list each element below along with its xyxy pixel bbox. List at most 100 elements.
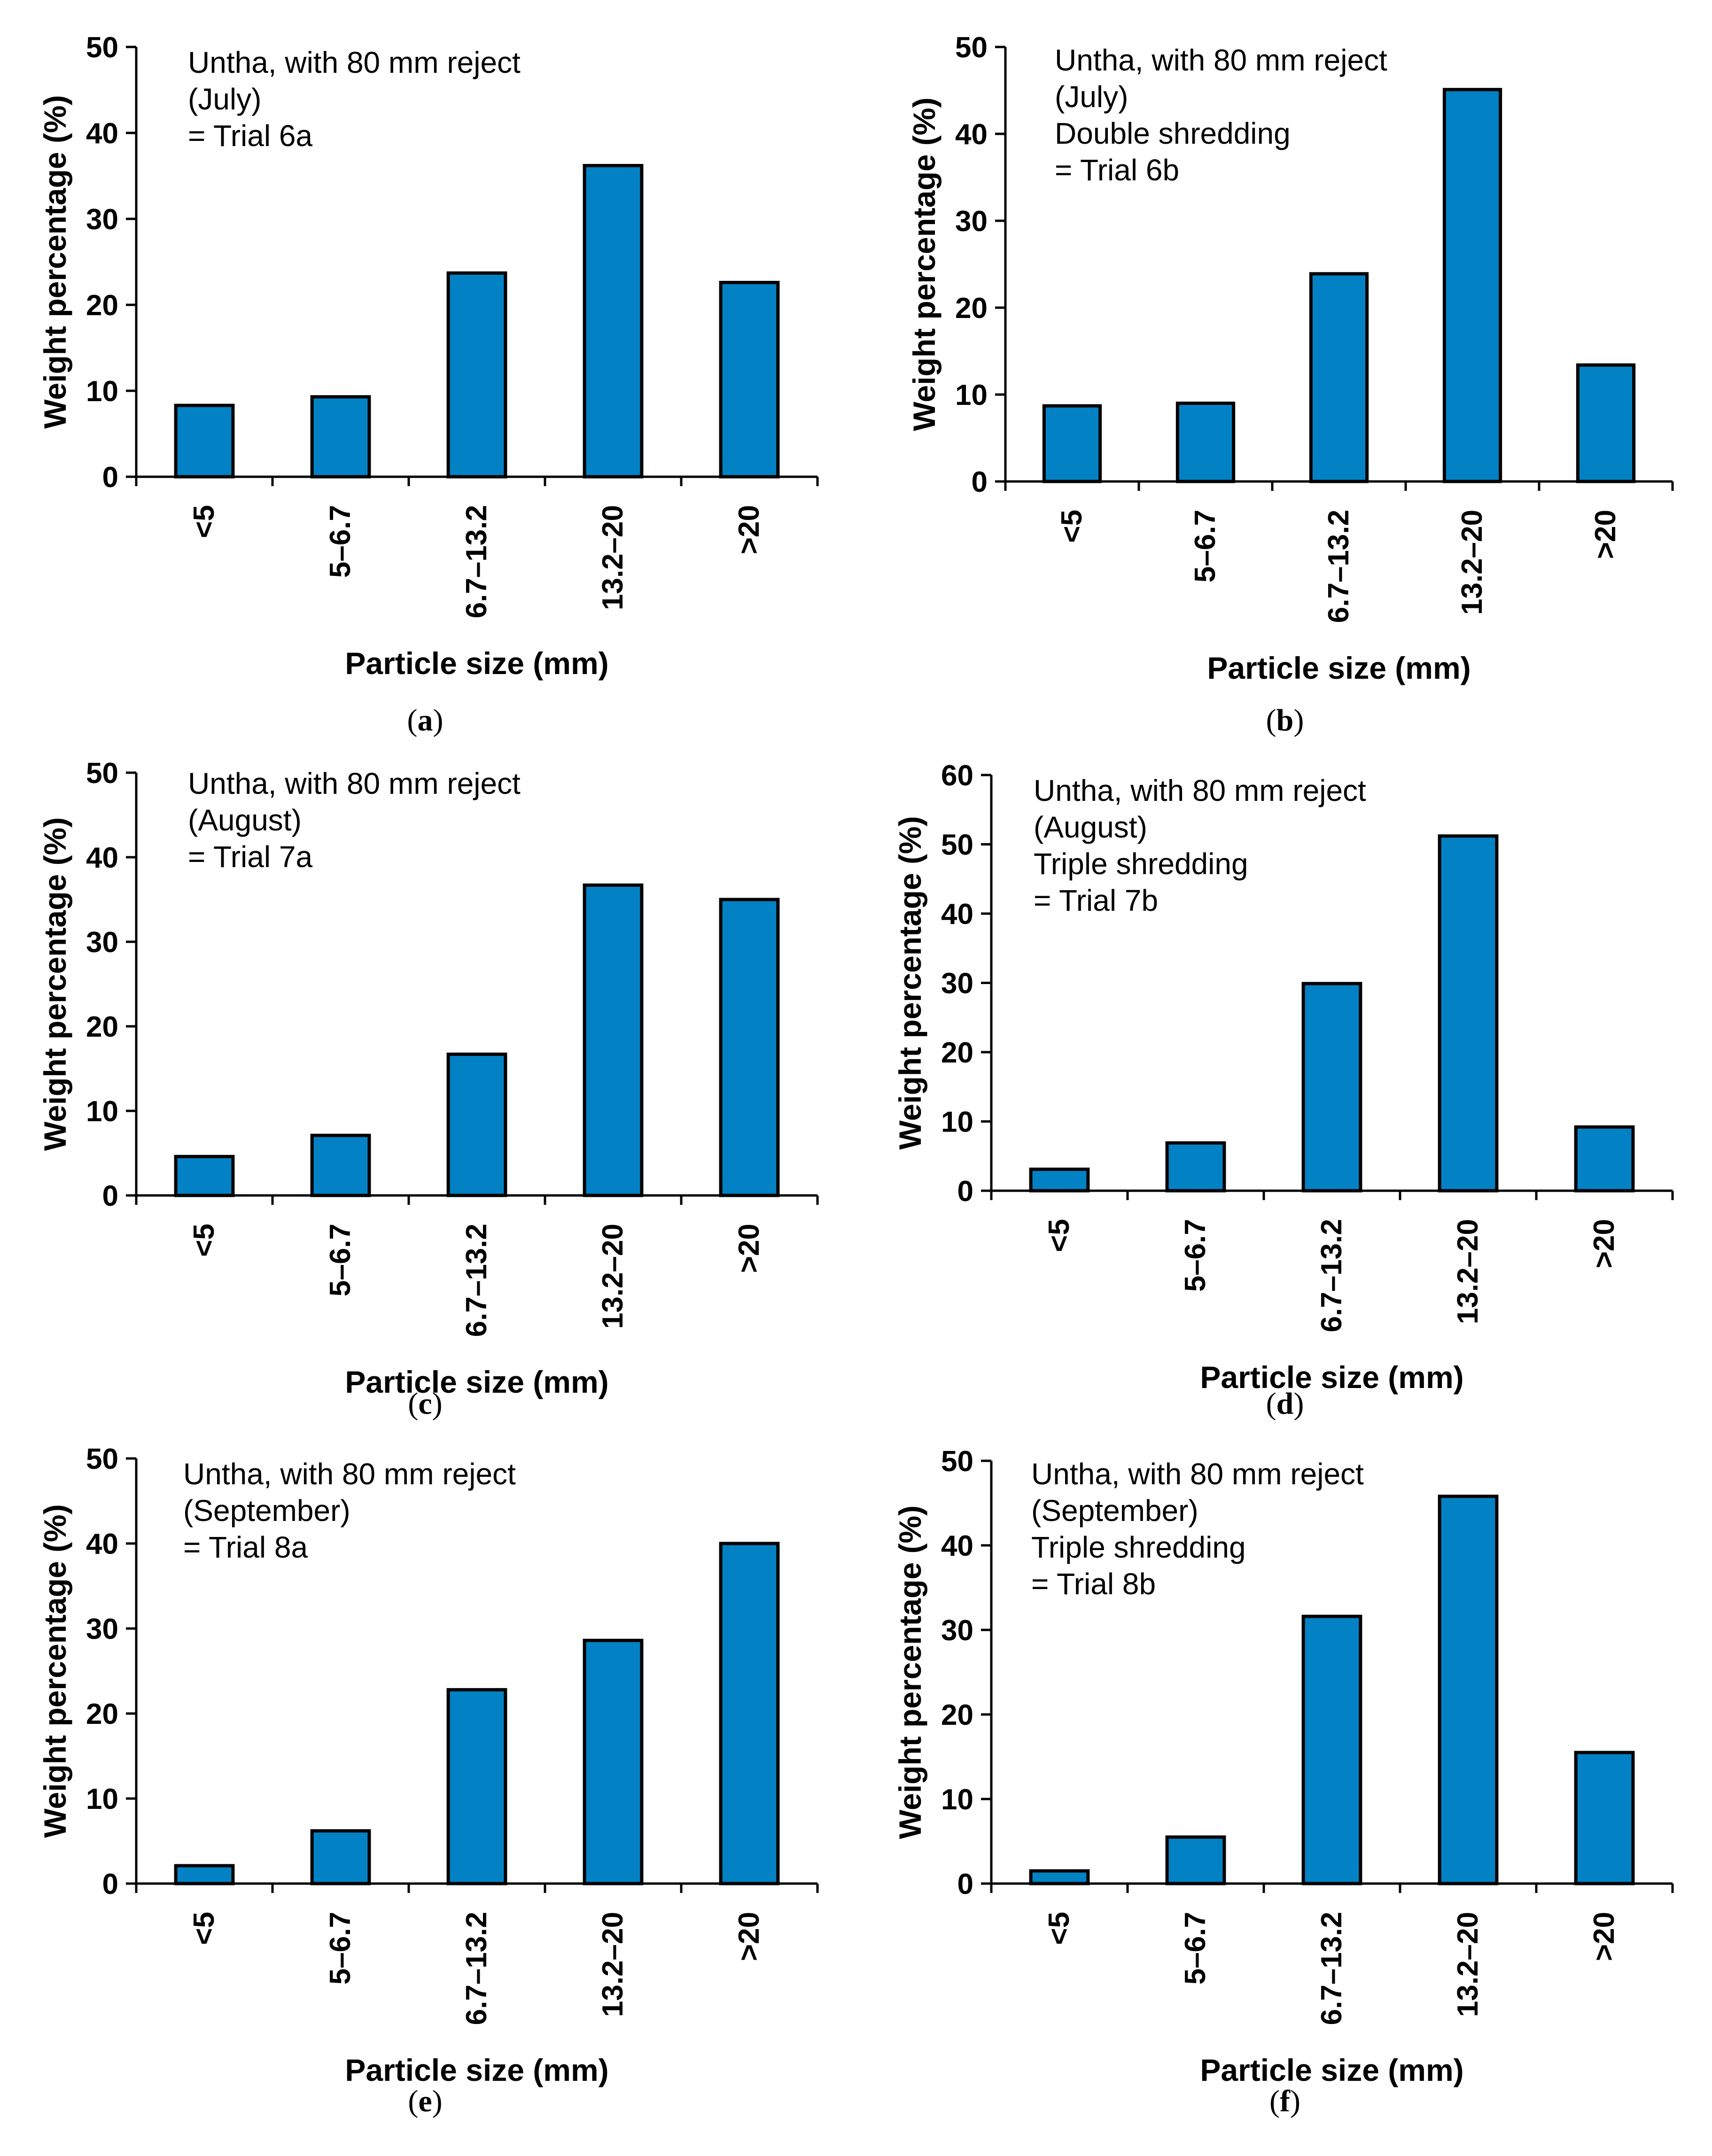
caption-letter: e: [418, 2084, 432, 2118]
x-tick-label: 5–6.7: [324, 1912, 357, 1985]
annotation-line: = Trial 6a: [188, 119, 312, 153]
y-axis-title: Weight percentage (%): [907, 97, 942, 431]
y-tick-label: 0: [972, 466, 988, 498]
y-tick-label: 50: [941, 829, 973, 861]
y-tick-label: 10: [955, 379, 988, 411]
bar-d-1: [1165, 1141, 1226, 1193]
bar-c-3: [583, 883, 644, 1197]
y-tick-label: 50: [941, 1445, 973, 1478]
y-tick-label: 0: [102, 461, 118, 494]
caption-paren-open: (: [1266, 1387, 1276, 1421]
y-tick-label: 40: [86, 117, 118, 150]
x-axis-title: Particle size (mm): [1207, 651, 1471, 685]
bar-b-0: [1042, 404, 1102, 483]
bar-c-2: [446, 1052, 507, 1197]
bar-c-1: [310, 1133, 371, 1197]
y-tick-label: 30: [86, 1613, 118, 1645]
annotation-line: Untha, with 80 mm reject: [1055, 43, 1387, 77]
x-axis-title: Particle size (mm): [345, 2053, 608, 2087]
annotation-line: (July): [1055, 80, 1128, 114]
bar-c-0: [174, 1155, 235, 1197]
y-tick-label: 10: [941, 1106, 973, 1139]
annotation-line: (September): [1031, 1494, 1198, 1528]
x-tick-label: >20: [733, 1912, 765, 1961]
y-tick-label: 30: [86, 926, 118, 959]
y-tick-label: 30: [955, 205, 988, 238]
bar-e-1: [310, 1829, 371, 1885]
y-axis-title: Weight percentage (%): [38, 95, 72, 428]
y-tick-label: 30: [941, 1614, 973, 1647]
x-tick-label: 13.2–20: [597, 1912, 629, 2017]
x-tick-label: <5: [188, 505, 220, 538]
x-tick-label: 6.7–13.2: [460, 505, 493, 618]
x-tick-label: >20: [733, 505, 765, 554]
x-tick-label: <5: [1043, 1219, 1075, 1252]
bar-b-4: [1576, 363, 1636, 483]
x-tick-label: 13.2–20: [1456, 510, 1488, 615]
y-tick-label: 10: [86, 1095, 118, 1128]
chart-panel-d: 0 10 20 30 40 50 60 <5 5–6.7 6.7–13.2 13.2–20 >20 Pa…: [893, 760, 1674, 1421]
x-tick-label: <5: [1043, 1912, 1075, 1945]
bar-b-3: [1442, 88, 1502, 483]
y-tick-label: 50: [86, 1443, 118, 1475]
x-axis-title: Particle size (mm): [345, 1365, 608, 1399]
x-tick-label: 6.7–13.2: [1315, 1219, 1348, 1332]
y-tick-label: 20: [86, 1011, 118, 1043]
y-tick-label: 40: [941, 898, 973, 931]
caption-letter: c: [418, 1387, 432, 1421]
annotation-line: Triple shredding: [1034, 847, 1248, 881]
bar-d-0: [1029, 1167, 1090, 1193]
bar-d-2: [1301, 982, 1362, 1193]
bar-f-3: [1438, 1495, 1499, 1885]
y-axis-title: Weight percentage (%): [38, 817, 72, 1151]
chart-panel-a: 0 10 20 30 40 50 <5 5–6.7 6.7–13.2 13.2–20 >20 Part…: [38, 31, 819, 737]
annotation-line: (August): [1034, 810, 1147, 844]
x-tick-label: <5: [188, 1224, 220, 1257]
y-axis-title: Weight percentage (%): [893, 816, 927, 1149]
caption-paren-close: ): [1293, 703, 1304, 737]
x-tick-label: 13.2–20: [597, 1224, 629, 1329]
annotation-line: (July): [188, 82, 261, 116]
annotation-line: Untha, with 80 mm reject: [183, 1457, 516, 1491]
chart-panel-b: 0 10 20 30 40 50 <5 5–6.7 6.7–13.2 13.2–20 >20 Part…: [907, 31, 1674, 737]
chart-panel-e: 0 10 20 30 40 50 <5 5–6.7 6.7–13.2 13.2–20 >20 Part…: [38, 1443, 819, 2118]
x-tick-label: 13.2–20: [1452, 1219, 1484, 1324]
x-tick-label: 6.7–13.2: [1323, 510, 1355, 623]
bar-e-4: [719, 1542, 780, 1885]
y-tick-label: 50: [86, 757, 118, 790]
x-tick-label: >20: [1588, 1912, 1620, 1961]
y-tick-label: 20: [86, 1698, 118, 1730]
caption-letter: a: [418, 703, 433, 737]
x-tick-label: >20: [1589, 510, 1622, 559]
caption-paren-open: (: [408, 1387, 418, 1421]
x-tick-label: 5–6.7: [324, 505, 357, 578]
panel-caption: (d): [1266, 1387, 1304, 1421]
x-axis-title: Particle size (mm): [1200, 2053, 1463, 2087]
y-tick-label: 0: [102, 1180, 118, 1212]
y-tick-label: 60: [941, 760, 973, 792]
bar-a-0: [174, 403, 235, 479]
x-tick-label: 6.7–13.2: [460, 1912, 493, 2025]
bar-e-0: [174, 1864, 235, 1885]
y-tick-label: 30: [941, 968, 973, 1000]
y-tick-label: 40: [955, 118, 988, 151]
y-tick-label: 40: [86, 1528, 118, 1560]
caption-letter: f: [1280, 2084, 1291, 2118]
panel-caption: (a): [407, 703, 444, 737]
x-tick-label: 5–6.7: [1179, 1912, 1212, 1985]
caption-letter: b: [1276, 703, 1294, 737]
x-tick-label: <5: [188, 1912, 220, 1945]
bar-f-4: [1574, 1751, 1635, 1885]
panel-caption: (e): [408, 2084, 442, 2118]
y-tick-label: 50: [86, 31, 118, 64]
bar-b-2: [1309, 272, 1369, 483]
y-tick-label: 0: [957, 1175, 973, 1208]
y-tick-label: 20: [955, 292, 988, 325]
annotation-line: = Trial 7b: [1034, 884, 1158, 917]
y-tick-label: 40: [86, 842, 118, 874]
y-tick-label: 10: [86, 375, 118, 408]
y-tick-label: 40: [941, 1530, 973, 1562]
x-tick-label: 13.2–20: [597, 505, 629, 610]
caption-paren-close: ): [1293, 1387, 1304, 1421]
